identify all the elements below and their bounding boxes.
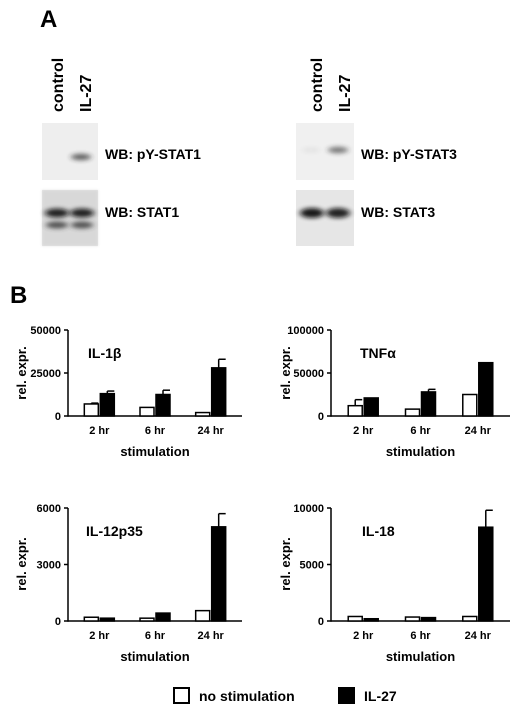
bar-no-stimulation <box>194 411 211 417</box>
bar-no-stimulation <box>139 406 155 417</box>
y-tick-label: 0 <box>318 411 324 423</box>
blot1-row1-label: WB: pY-STAT1 <box>105 146 201 162</box>
y-axis-label: rel. expr. <box>278 346 293 399</box>
blot2-row2-label: WB: STAT3 <box>361 204 435 220</box>
chart-tnfa: 0 50000 100000 rel. expr. TNFα 2 hr 6 hr 24 hr s… <box>278 325 510 459</box>
bar-il27 <box>478 526 494 622</box>
bar-il27 <box>478 361 494 417</box>
bar-il27 <box>420 391 437 417</box>
x-tick-label: 6 hr <box>410 630 431 642</box>
legend-swatch-il27 <box>338 687 355 704</box>
bar-no-stimulation <box>139 617 155 622</box>
x-tick-label: 2 hr <box>89 425 110 437</box>
bar-no-stimulation <box>462 393 478 417</box>
x-tick-label: 24 hr <box>198 425 225 437</box>
y-tick-label: 0 <box>55 411 61 423</box>
chart-il12p35: 0 3000 6000 rel. expr. IL-12p35 2 hr 6 hr 24 hr… <box>14 503 242 664</box>
bar-no-stimulation <box>347 615 363 622</box>
y-tick-label: 25000 <box>30 368 61 380</box>
y-tick-label: 10000 <box>293 503 324 515</box>
blot1-pystat1-image <box>42 123 98 180</box>
x-tick-label: 6 hr <box>145 630 166 642</box>
y-tick-label: 100000 <box>287 325 324 337</box>
x-axis-label: stimulation <box>386 649 455 664</box>
legend: no stimulation IL-27 <box>173 687 397 704</box>
chart-title: IL-1β <box>88 345 122 361</box>
blot1-lane-il27: IL-27 <box>78 75 95 112</box>
y-tick-label: 3000 <box>37 560 61 572</box>
x-tick-label: 2 hr <box>353 630 374 642</box>
bar-no-stimulation <box>347 404 363 417</box>
panel-a-letter: A <box>40 6 57 33</box>
x-axis-label: stimulation <box>120 649 189 664</box>
panel-b-letter: B <box>10 282 27 309</box>
y-axis-label: rel. expr. <box>14 537 29 590</box>
chart-title: TNFα <box>360 345 396 361</box>
bar-il27 <box>363 397 379 417</box>
legend-swatch-no-stimulation <box>173 687 190 704</box>
bar-no-stimulation <box>194 609 211 622</box>
chart-il18: 0 5000 10000 rel. expr. IL-18 2 hr 6 hr 24 hr st… <box>278 503 510 664</box>
y-tick-label: 6000 <box>37 503 61 515</box>
y-tick-label: 0 <box>318 616 324 628</box>
bar-il27 <box>420 616 437 622</box>
legend-label-no-stimulation: no stimulation <box>199 688 295 704</box>
y-tick-label: 0 <box>55 616 61 628</box>
bar-no-stimulation <box>83 616 100 622</box>
blot1-stat1-image <box>42 190 98 246</box>
bar-no-stimulation <box>404 616 421 622</box>
x-tick-label: 2 hr <box>89 630 110 642</box>
bar-no-stimulation <box>404 408 421 417</box>
bar-il27 <box>99 392 116 417</box>
bar-il27 <box>210 367 227 417</box>
blot2-pystat3-image <box>296 123 354 180</box>
blot2-row1-label: WB: pY-STAT3 <box>361 146 457 162</box>
x-tick-label: 2 hr <box>353 425 374 437</box>
blot2-stat3-image <box>296 190 354 246</box>
blot1-lane-control: control <box>50 58 67 112</box>
x-tick-label: 24 hr <box>465 630 492 642</box>
y-axis-label: rel. expr. <box>14 346 29 399</box>
y-tick-label: 50000 <box>293 368 324 380</box>
x-tick-label: 24 hr <box>465 425 492 437</box>
y-axis-label: rel. expr. <box>278 537 293 590</box>
chart-title: IL-18 <box>362 523 395 539</box>
x-tick-label: 6 hr <box>410 425 431 437</box>
x-axis-label: stimulation <box>120 444 189 459</box>
bar-il27 <box>155 612 171 622</box>
x-tick-label: 24 hr <box>198 630 225 642</box>
blot1-row2-label: WB: STAT1 <box>105 204 179 220</box>
bar-no-stimulation <box>462 615 478 622</box>
bar-il27 <box>155 393 171 417</box>
bar-il27 <box>99 617 116 622</box>
bar-il27 <box>363 617 379 622</box>
bar-no-stimulation <box>83 403 100 417</box>
chart-title: IL-12p35 <box>86 523 143 539</box>
bar-il27 <box>210 526 227 622</box>
blot2-lane-control: control <box>309 58 326 112</box>
x-tick-label: 6 hr <box>145 425 166 437</box>
y-tick-label: 50000 <box>30 325 61 337</box>
y-tick-label: 5000 <box>300 560 324 572</box>
x-axis-label: stimulation <box>386 444 455 459</box>
blot2-lane-il27: IL-27 <box>337 75 354 112</box>
legend-label-il27: IL-27 <box>364 688 397 704</box>
